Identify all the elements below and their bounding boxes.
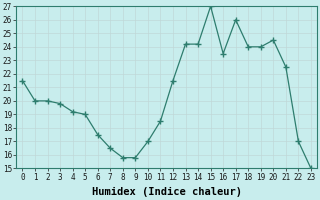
X-axis label: Humidex (Indice chaleur): Humidex (Indice chaleur)	[92, 187, 242, 197]
